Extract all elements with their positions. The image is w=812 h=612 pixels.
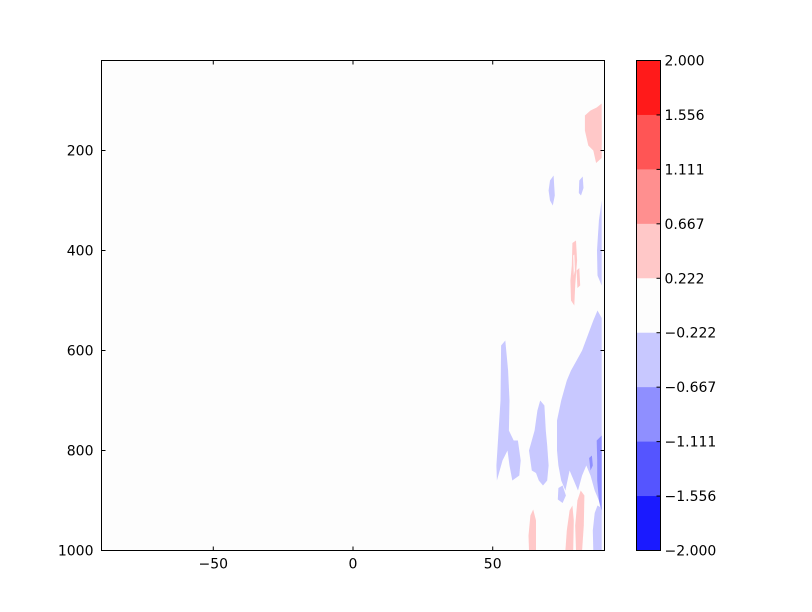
y-tick-label: 600 (67, 344, 94, 360)
y-tick-label: 400 (67, 244, 94, 260)
colorbar-segment (636, 332, 661, 388)
contour-region (496, 340, 521, 481)
colorbar-segment (636, 496, 661, 551)
x-tick-label: −50 (199, 557, 229, 573)
contour-region (573, 254, 575, 276)
y-tick-label: 1000 (58, 544, 94, 560)
colorbar-segment (636, 387, 661, 443)
contour-region (575, 490, 585, 551)
contour-region (578, 176, 584, 196)
colorbar-segment (636, 169, 661, 225)
x-axis: −50 0 50 (199, 60, 502, 573)
contour-region (589, 455, 593, 471)
colorbar-tick-label: 0.222 (665, 271, 705, 287)
contour-region (528, 509, 536, 551)
contour-region (597, 200, 602, 286)
contour-region (584, 103, 602, 163)
colorbar-tick-label: −1.111 (665, 435, 717, 451)
contour-region (565, 505, 574, 551)
x-tick-label: 50 (484, 557, 502, 573)
colorbar-frame (636, 60, 661, 551)
contour-region (592, 505, 602, 551)
colorbar-segment (636, 60, 661, 116)
plot-background (101, 60, 605, 551)
contour-region (576, 268, 581, 288)
colorbar-segment (636, 278, 661, 334)
y-tick-label: 200 (67, 144, 94, 160)
x-tick-label: 0 (349, 557, 358, 573)
colorbar-tick-label: 1.111 (665, 162, 705, 178)
contour-region (529, 400, 549, 486)
colorbar-tick-label: 2.000 (665, 54, 705, 70)
y-tick-label: 800 (67, 444, 94, 460)
colorbar-tick-label: −1.556 (665, 489, 717, 505)
colorbar-segment (636, 114, 661, 170)
contour-region (596, 435, 602, 511)
colorbar: 2.000 1.556 1.111 0.667 0.222 −0.222 −0.667 −1.… (636, 54, 717, 560)
colorbar-tick-label: 1.556 (665, 108, 705, 124)
colorbar-tick-label: −0.667 (665, 380, 717, 396)
contour-regions (496, 103, 602, 551)
plot-area: −50 0 50 200 400 600 800 1000 (58, 60, 605, 573)
colorbar-tick-label: −0.222 (665, 326, 717, 342)
colorbar-segment (636, 223, 661, 279)
contour-region (548, 175, 555, 206)
colorbar-tick-label: 0.667 (665, 217, 705, 233)
contour-region (596, 120, 602, 146)
colorbar-tick-label: −2.000 (665, 544, 717, 560)
colorbar-segment (636, 441, 661, 497)
y-axis: 200 400 600 800 1000 (58, 144, 605, 560)
contour-region (557, 485, 566, 503)
